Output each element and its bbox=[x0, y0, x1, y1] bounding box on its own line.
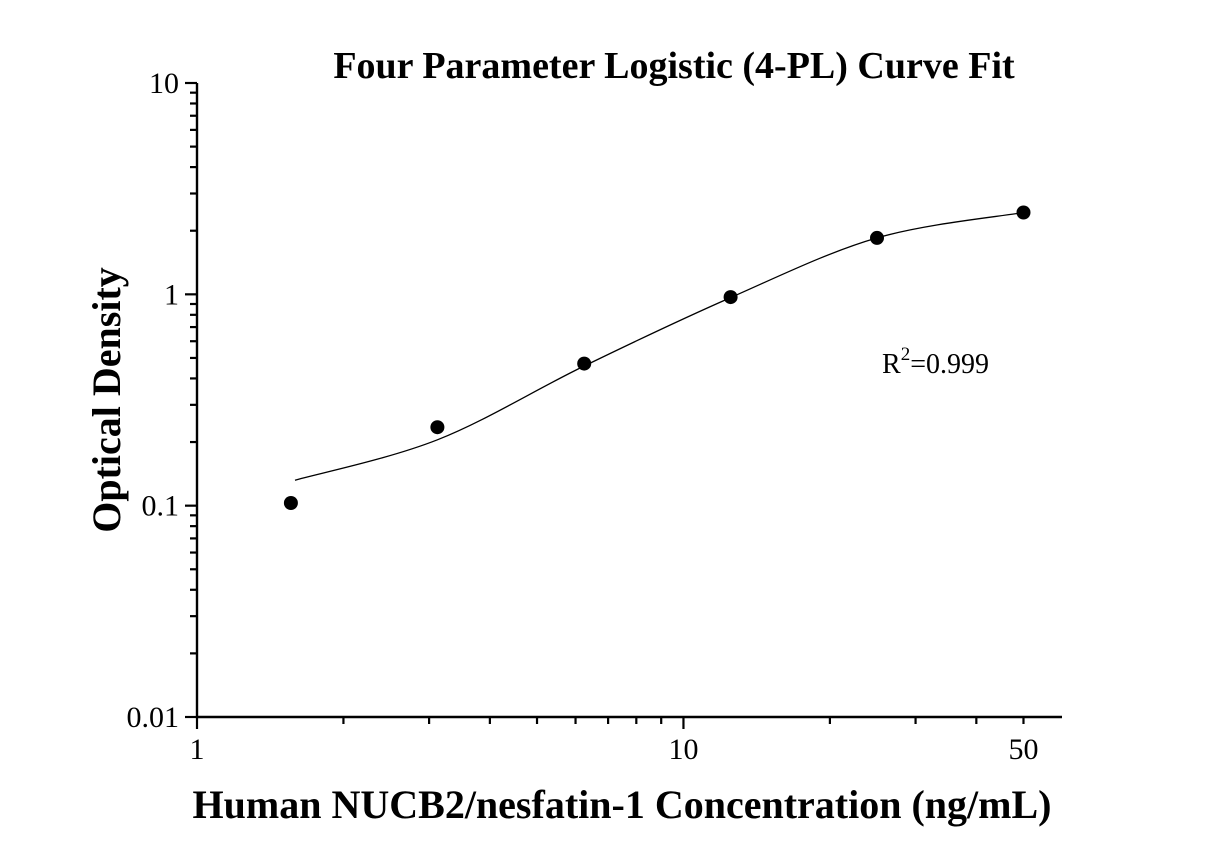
data-point-marker bbox=[723, 290, 738, 305]
fit-curve-line bbox=[294, 211, 1024, 481]
y-tick-label: 0.1 bbox=[142, 490, 180, 523]
y-tick-label: 0.01 bbox=[127, 701, 180, 734]
data-point-marker bbox=[1016, 205, 1031, 220]
y-tick-label: 1 bbox=[164, 278, 179, 311]
axis-ticks bbox=[185, 81, 1025, 729]
axis-tick-labels: 10 1 0.1 0.01 1 10 50 bbox=[127, 67, 1039, 766]
chart-title: Four Parameter Logistic (4-PL) Curve Fit bbox=[333, 45, 1015, 87]
y-tick-label: 10 bbox=[149, 67, 179, 100]
data-point-marker bbox=[430, 420, 445, 435]
r-squared-annotation: R2=0.999 bbox=[882, 344, 989, 380]
x-tick-label: 50 bbox=[1008, 733, 1038, 766]
x-tick-label: 10 bbox=[668, 733, 698, 766]
data-point-marker bbox=[870, 230, 884, 245]
y-axis-label: Optical Density bbox=[84, 267, 129, 533]
x-tick-label: 1 bbox=[190, 733, 205, 766]
data-points bbox=[283, 205, 1031, 510]
data-point-marker bbox=[577, 356, 592, 371]
x-axis-label: Human NUCB2/nesfatin-1 Concentration (ng… bbox=[193, 782, 1052, 827]
data-point-marker bbox=[283, 496, 298, 510]
